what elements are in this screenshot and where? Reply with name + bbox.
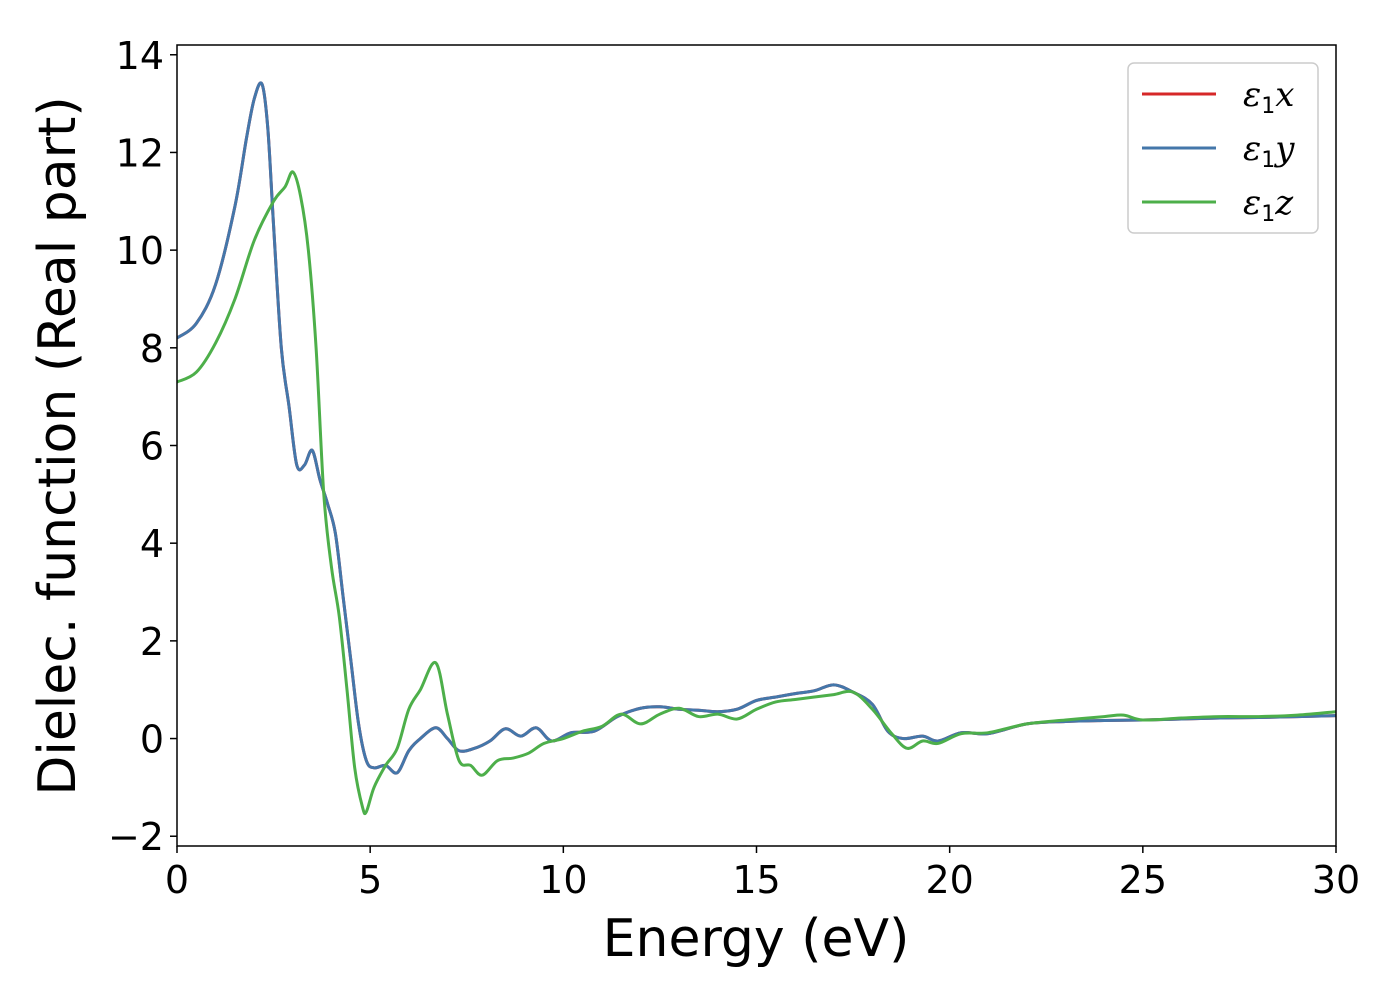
x-tick-label: 0 [165,858,189,902]
legend-box [1127,62,1319,234]
y-tick-label: 10 [116,229,164,273]
x-axis-title: Energy (eV) [603,909,910,969]
series-line-y [177,81,1336,775]
legend: ε1x ε1y ε1z [1127,62,1319,234]
y-tick-label: 14 [116,34,164,78]
legend-label-y: ε1y [1243,129,1295,173]
series-layer [177,81,1336,816]
y-tick-label: 2 [140,620,164,664]
y-tick-label: −2 [108,815,164,859]
y-tick-label: 0 [140,718,164,762]
y-axis-title: Dielec. function (Real part) [28,96,88,795]
x-tick-label: 20 [925,858,973,902]
series-line-z [177,170,1336,816]
legend-label-x: ε1x [1243,75,1294,119]
x-tick-label: 5 [358,858,382,902]
x-tick-label: 25 [1119,858,1167,902]
y-axis-ticks: −2 0 2 4 6 8 10 12 14 [108,34,177,859]
y-tick-label: 6 [140,425,164,469]
y-tick-label: 8 [140,327,164,371]
legend-label-z: ε1z [1243,183,1294,227]
x-tick-label: 30 [1312,858,1360,902]
x-tick-label: 15 [732,858,780,902]
y-tick-label: 12 [116,131,164,175]
y-tick-label: 4 [140,522,164,566]
x-axis-ticks: 0 5 10 15 20 25 30 [165,846,1360,902]
x-tick-label: 10 [539,858,587,902]
